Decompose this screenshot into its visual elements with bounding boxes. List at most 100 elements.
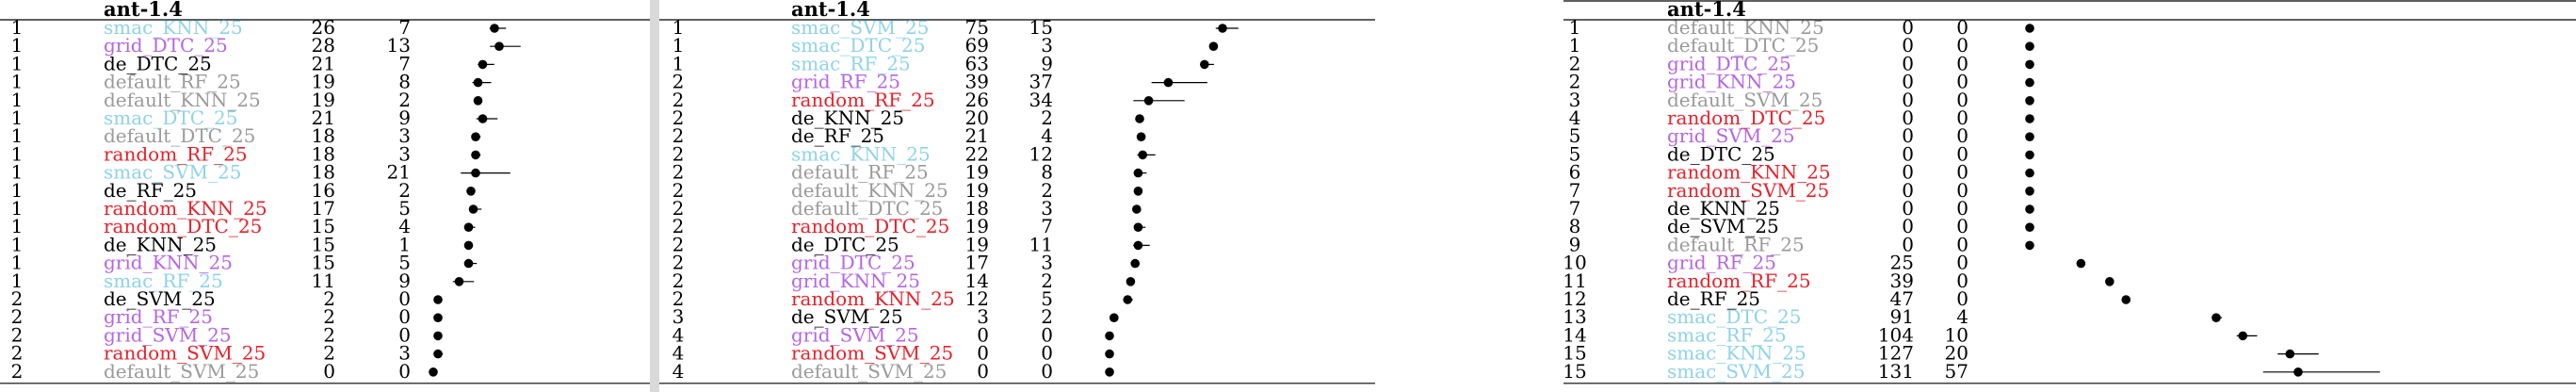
- rank-cell: 2: [11, 287, 24, 310]
- rank-cell: 9: [1569, 233, 1581, 255]
- panel-divider: [650, 0, 659, 392]
- median-cell: 2: [323, 323, 335, 346]
- iqr-cell: 5: [398, 197, 411, 220]
- iqr-cell: 0: [398, 323, 411, 346]
- rank-cell: 1: [11, 179, 24, 202]
- median-dot: [433, 349, 443, 359]
- rank-cell: 13: [1563, 305, 1586, 328]
- treatment-name: random_KNN_25: [791, 287, 955, 310]
- median-dot: [1105, 368, 1114, 377]
- rank-cell: 1: [11, 215, 24, 237]
- median-cell: 0: [1902, 71, 1914, 93]
- treatment-name: random_RF_25: [1667, 270, 1811, 292]
- iqr-cell: 0: [398, 360, 411, 383]
- median-dot: [1200, 59, 1209, 70]
- treatment-name: smac_DTC_25: [791, 34, 925, 57]
- rank-cell: 7: [1569, 179, 1581, 202]
- iqr-cell: 2: [398, 89, 411, 111]
- median-dot: [2238, 331, 2248, 341]
- median-cell: 18: [965, 197, 989, 220]
- treatment-name: random_SVM_25: [1667, 179, 1829, 202]
- rank-cell: 3: [1569, 89, 1581, 111]
- median-cell: 0: [323, 360, 335, 383]
- treatment-name: grid_SVM_25: [1667, 124, 1795, 147]
- iqr-cell: 0: [1956, 106, 1968, 129]
- median-dot: [1138, 150, 1147, 160]
- median-dot: [2025, 240, 2034, 251]
- median-dot: [471, 132, 480, 141]
- median-cell: 18: [312, 124, 335, 147]
- scott-knott-table-2: ant-1.4 1 smac_SVM_25 75 15 1 smac_DTC_25 69 3 1 s…: [659, 0, 1375, 392]
- treatment-name: random_DTC_25: [104, 215, 262, 237]
- iqr-cell: 0: [1956, 287, 1968, 310]
- treatment-name: random_KNN_25: [1667, 161, 1831, 184]
- treatment-name: smac_DTC_25: [104, 106, 237, 129]
- median-cell: 0: [977, 342, 989, 365]
- treatment-name: de_DTC_25: [791, 233, 899, 255]
- median-cell: 3: [977, 305, 989, 328]
- treatment-name: smac_KNN_25: [791, 142, 931, 165]
- rank-cell: 1: [11, 89, 24, 111]
- median-cell: 21: [965, 124, 989, 147]
- iqr-cell: 13: [387, 34, 411, 57]
- treatment-name: de_KNN_25: [104, 233, 217, 255]
- treatment-name: default_DTC_25: [791, 197, 943, 220]
- treatment-name: smac_KNN_25: [104, 16, 243, 39]
- rank-cell: 1: [672, 52, 685, 74]
- rank-cell: 1: [11, 270, 24, 292]
- rank-cell: 2: [11, 360, 24, 383]
- median-cell: 19: [312, 89, 335, 111]
- iqr-cell: 0: [1956, 161, 1968, 184]
- treatment-name: smac_DTC_25: [1667, 305, 1801, 328]
- median-cell: 18: [312, 142, 335, 165]
- median-cell: 25: [1890, 252, 1914, 274]
- median-dot: [433, 331, 443, 341]
- median-dot: [2025, 96, 2034, 106]
- median-dot: [1133, 187, 1143, 196]
- iqr-cell: 0: [1956, 71, 1968, 93]
- median-cell: 0: [1902, 124, 1914, 147]
- rank-cell: 1: [11, 71, 24, 93]
- iqr-cell: 0: [1041, 323, 1053, 346]
- treatment-name: de_RF_25: [104, 179, 197, 202]
- iqr-cell: 0: [1956, 215, 1968, 237]
- median-cell: 104: [1878, 323, 1914, 346]
- median-cell: 0: [1902, 161, 1914, 184]
- treatment-name: grid_RF_25: [791, 71, 900, 93]
- iqr-cell: 7: [398, 52, 411, 74]
- iqr-cell: 1: [398, 233, 411, 255]
- iqr-cell: 4: [1041, 124, 1053, 147]
- treatment-name: smac_KNN_25: [1667, 342, 1806, 365]
- median-dot: [463, 222, 474, 232]
- iqr-cell: 0: [1041, 360, 1053, 383]
- rank-cell: 2: [672, 71, 685, 93]
- rank-cell: 2: [672, 215, 685, 237]
- median-cell: 26: [312, 16, 335, 39]
- median-cell: 2: [323, 305, 335, 328]
- treatment-name: grid_DTC_25: [791, 252, 915, 274]
- iqr-cell: 2: [1041, 106, 1053, 129]
- rank-cell: 2: [1569, 52, 1581, 74]
- treatment-name: default_RF_25: [791, 161, 929, 184]
- rank-cell: 1: [11, 34, 24, 57]
- treatment-name: default_DTC_25: [104, 124, 255, 147]
- median-dot: [471, 150, 480, 160]
- rank-cell: 1: [11, 142, 24, 165]
- iqr-cell: 3: [398, 124, 411, 147]
- iqr-cell: 20: [1945, 342, 1968, 365]
- treatment-name: random_KNN_25: [104, 197, 267, 220]
- median-cell: 22: [965, 142, 989, 165]
- median-cell: 0: [1902, 16, 1914, 39]
- rank-cell: 2: [1569, 71, 1581, 93]
- scott-knott-table-1: ant-1.4 1 smac_KNN_25 26 7 1 grid_DTC_25 28 13 1 d…: [0, 0, 659, 392]
- rank-cell: 6: [1569, 161, 1581, 184]
- iqr-cell: 5: [398, 252, 411, 274]
- treatment-name: grid_RF_25: [1667, 252, 1776, 274]
- iqr-cell: 3: [398, 142, 411, 165]
- iqr-cell: 0: [1956, 16, 1968, 39]
- median-dot: [1136, 132, 1146, 141]
- median-cell: 0: [977, 323, 989, 346]
- rank-cell: 8: [1569, 215, 1581, 237]
- median-dot: [2293, 368, 2303, 377]
- iqr-cell: 0: [1041, 342, 1053, 365]
